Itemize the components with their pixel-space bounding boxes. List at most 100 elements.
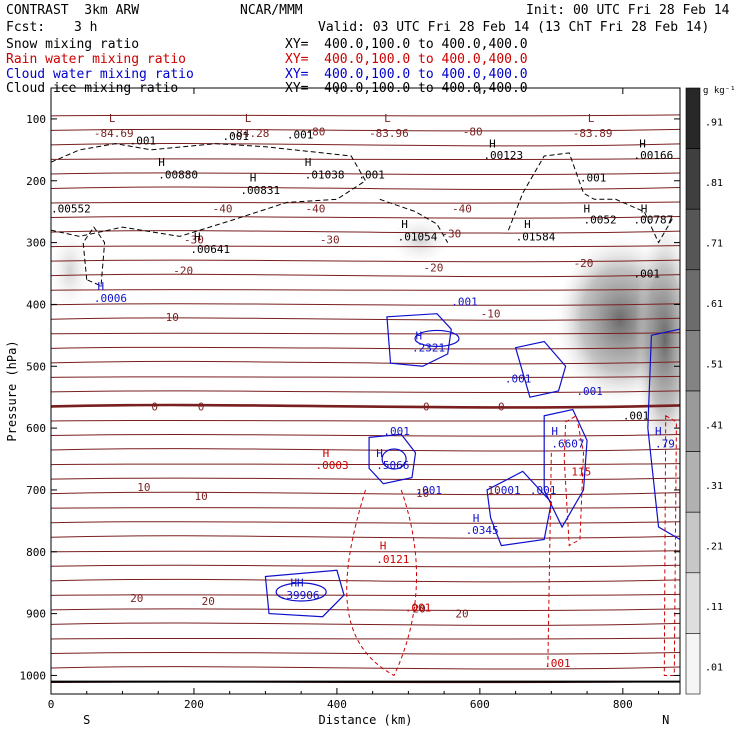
cloud-water-contour — [264, 569, 345, 618]
y-tick-label: 1000 — [20, 669, 47, 682]
x-tick-label: 200 — [184, 698, 204, 711]
cloud-water-label: .5066 — [376, 459, 409, 472]
cloud-water-label: .001 — [505, 373, 532, 386]
isotherm-label: 0 — [151, 400, 158, 413]
x-tick-label: 0 — [48, 698, 55, 711]
isotherm-label: -20 — [574, 257, 594, 270]
cloud-water-label: HH — [290, 577, 303, 590]
isotherm-line — [51, 578, 680, 583]
colorbar-label: .61 — [705, 299, 723, 310]
colorbar-swatch — [685, 633, 701, 695]
init-time: Init: 00 UTC Fri 28 Feb 14 — [526, 3, 730, 18]
x-tick-label: 800 — [613, 698, 633, 711]
colorbar-label: .51 — [705, 360, 723, 371]
colorbar-swatch — [685, 390, 701, 452]
isotherm-label: -30 — [184, 234, 204, 247]
y-tick-label: 600 — [26, 422, 46, 435]
temperature-extremum-kind: L — [109, 112, 116, 125]
isotherm-label: -80 — [463, 125, 483, 138]
colorbar-label: .81 — [705, 178, 723, 189]
isotherm-label: -10 — [159, 311, 179, 324]
snow-ice-label: H — [158, 156, 165, 169]
isotherm-label: -80 — [306, 125, 326, 138]
isotherm-label: -30 — [441, 227, 461, 240]
cloud-water-contour — [381, 448, 407, 470]
snow-ice-label: H — [641, 203, 648, 216]
isotherm-label: -20 — [423, 261, 443, 274]
isotherm-line — [51, 186, 680, 190]
isotherm-label: 20 — [130, 592, 143, 605]
temperature-extremum-kind: L — [384, 112, 391, 125]
rain-contour — [663, 414, 677, 676]
isotherm-label: 0 — [498, 400, 505, 413]
y-tick-label: 900 — [26, 608, 46, 621]
field-name-snow: Snow mixing ratio — [6, 37, 140, 52]
isotherm-line — [51, 521, 680, 524]
snow-ice-label: .00123 — [483, 149, 523, 162]
ice-contour — [379, 198, 449, 243]
isotherm-label: 20 — [412, 603, 425, 616]
snow-ice-label: .00641 — [190, 243, 230, 256]
north-label: N — [662, 713, 669, 727]
y-axis-label: Pressure (hPa) — [5, 340, 19, 441]
isotherm-line — [51, 463, 680, 466]
field-xy-rain: XY= 400.0,100.0 to 400.0,400.0 — [285, 52, 528, 67]
temperature-extremum-value: -84.69 — [94, 127, 134, 140]
rain-contour — [346, 489, 417, 677]
cloud-water-contour — [543, 408, 588, 529]
cloud-water-label: .001 — [451, 295, 478, 308]
isotherm-line — [51, 666, 680, 670]
isotherm-label: 0 — [198, 400, 205, 413]
ice-contour — [51, 143, 367, 237]
isotherm-line — [51, 142, 680, 147]
y-tick-label: 200 — [26, 175, 46, 188]
rain-label: .001 — [544, 657, 571, 670]
snow-ice-label: .00166 — [634, 149, 674, 162]
colorbar-swatch — [685, 451, 701, 513]
colorbar-label: .91 — [705, 117, 723, 128]
isotherm-line — [51, 288, 680, 291]
colorbar-label: .01 — [705, 663, 723, 674]
isotherm-line — [51, 216, 680, 219]
temperature-extremum-value: -83.89 — [573, 127, 613, 140]
isotherm-label: -40 — [306, 203, 326, 216]
snow-ice-label: H — [305, 156, 312, 169]
ice-contour — [82, 226, 106, 287]
rain-contour — [547, 452, 552, 670]
colorbar-label: .41 — [705, 420, 723, 431]
isotherm-label: 10 — [416, 487, 429, 500]
isotherm-line — [51, 403, 680, 409]
snow-ice-label: H — [639, 138, 646, 151]
isotherm-label: 20 — [455, 608, 468, 621]
temperature-extremum-value: -84.28 — [230, 127, 270, 140]
cloud-water-label: H — [416, 329, 423, 342]
cloud-water-label: .001 — [494, 484, 520, 497]
isotherm-label: 10 — [488, 484, 501, 497]
snow-ice-label: .01584 — [516, 230, 556, 243]
valid-time: Valid: 03 UTC Fri 28 Feb 14 (13 ChT Fri … — [318, 20, 710, 35]
isotherm-line — [51, 332, 680, 335]
temperature-extremum-kind: L — [588, 112, 595, 125]
y-tick-label: 700 — [26, 484, 46, 497]
isotherm-line — [51, 535, 680, 539]
colorbar-label: .71 — [705, 239, 723, 250]
fcst-value: 3 h — [74, 20, 98, 35]
snow-ice-label: .001 — [358, 169, 385, 182]
field-xy-snow: XY= 400.0,100.0 to 400.0,400.0 — [285, 37, 528, 52]
isotherm-line — [51, 637, 680, 640]
x-tick-label: 600 — [470, 698, 490, 711]
isotherm-line — [51, 128, 680, 132]
cloud-water-contour — [414, 329, 460, 348]
isotherm-line — [51, 201, 680, 204]
rain-label: H — [380, 540, 387, 553]
cloud-water-label: .79 — [655, 438, 675, 451]
rain-label: H — [323, 447, 330, 460]
south-label: S — [83, 713, 90, 727]
isotherm-line — [51, 651, 680, 655]
cloud-water-label: .6607 — [551, 438, 584, 451]
isotherm-line — [51, 317, 680, 321]
plot-frame — [50, 87, 681, 695]
snow-ice-label: .001 — [634, 268, 661, 281]
isotherm-line — [51, 390, 680, 393]
